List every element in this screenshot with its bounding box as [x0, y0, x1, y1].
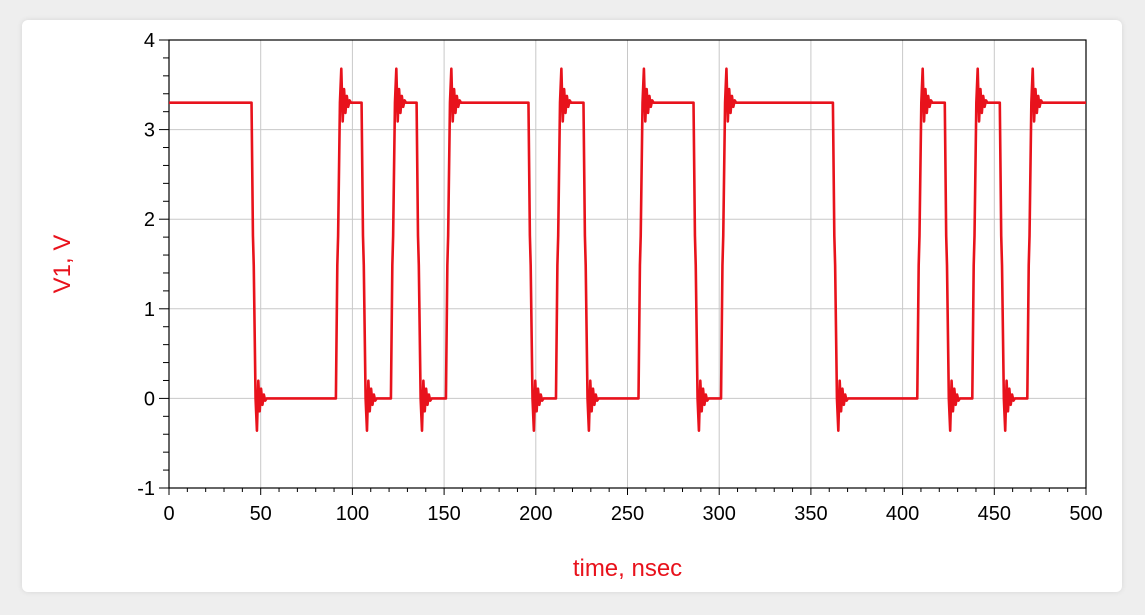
- x-tick-label: 100: [336, 503, 369, 525]
- x-tick-label: 350: [794, 503, 827, 525]
- x-tick-label: 300: [703, 503, 736, 525]
- series-line-v1: [169, 67, 1086, 432]
- y-tick-label: 3: [144, 120, 155, 142]
- x-tick-label: 250: [611, 503, 644, 525]
- x-tick-label: 50: [250, 503, 272, 525]
- x-tick-label: 200: [519, 503, 552, 525]
- y-tick-label: -1: [137, 478, 155, 500]
- x-tick-label: 500: [1069, 503, 1102, 525]
- tick-marks: [159, 39, 1087, 495]
- y-tick-labels: -1 0 1 2 3 4: [137, 30, 155, 500]
- y-tick-label: 1: [144, 299, 155, 321]
- x-axis-title: time, nsec: [573, 555, 682, 582]
- chart-svg: 0 50 100 150 200 250 300 350 400 450 500 -1 0 1 2 3 4 t…: [49, 30, 1103, 582]
- plot-frame: [168, 39, 1087, 489]
- x-tick-label: 0: [163, 503, 174, 525]
- y-tick-label: 4: [144, 30, 155, 52]
- grid: [169, 40, 1086, 488]
- x-tick-labels: 0 50 100 150 200 250 300 350 400 450 500: [163, 503, 1102, 525]
- y-tick-label: 0: [144, 388, 155, 410]
- x-tick-label: 400: [886, 503, 919, 525]
- x-tick-label: 150: [427, 503, 460, 525]
- x-tick-label: 450: [978, 503, 1011, 525]
- y-axis-title: V1, V: [49, 235, 76, 294]
- y-tick-label: 2: [144, 209, 155, 231]
- chart-card: 0 50 100 150 200 250 300 350 400 450 500 -1 0 1 2 3 4 t…: [22, 20, 1122, 592]
